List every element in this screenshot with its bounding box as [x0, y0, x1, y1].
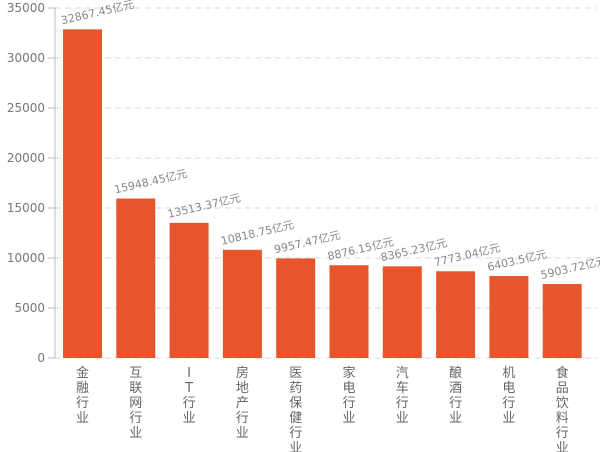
bar — [542, 283, 582, 358]
y-tick-label: 15000 — [7, 201, 45, 215]
category-label: 食品饮料行业 — [556, 365, 569, 452]
category-label: 房地产行业 — [236, 365, 249, 441]
category-label: 家电行业 — [342, 365, 355, 426]
y-tick-label: 35000 — [7, 1, 45, 15]
bar — [489, 275, 529, 358]
bar — [116, 198, 156, 358]
x-axis-category-labels: 金融行业 互联网行业 I T 行业 房地产行业 医药保健行业 家电行业 汽车行业 酿酒行业 机电行业… — [76, 365, 569, 452]
y-tick-label: 25000 — [7, 101, 45, 115]
category-label: 医药保健行业 — [289, 366, 302, 452]
bar — [169, 222, 209, 358]
y-axis-tick-labels: 0 5000 10000 15000 20000 25000 30000 35000 — [7, 1, 45, 365]
category-label: 互联网行业 — [129, 366, 142, 441]
data-label: 13513.37亿元 — [166, 191, 242, 220]
bar-layer — [63, 29, 582, 358]
category-label: 酿酒行业 — [449, 365, 462, 426]
bar — [329, 265, 369, 358]
bar — [436, 271, 476, 358]
bar — [382, 266, 422, 358]
bar — [63, 29, 102, 358]
category-label: 机电行业 — [502, 366, 515, 426]
y-tick-label: 5000 — [14, 301, 45, 315]
y-tick-label: 30000 — [7, 51, 45, 65]
data-label: 15948.45亿元 — [113, 167, 189, 196]
y-tick-label: 0 — [37, 351, 45, 365]
bar — [222, 249, 262, 358]
y-tick-label: 20000 — [7, 151, 45, 165]
y-tick-label: 10000 — [7, 251, 45, 265]
category-label: 汽车行业 — [396, 366, 409, 426]
data-label: 32867.45亿元 — [60, 0, 136, 27]
bar — [276, 258, 316, 358]
category-label: I T 行业 — [183, 366, 196, 426]
category-label: 金融行业 — [76, 365, 89, 426]
